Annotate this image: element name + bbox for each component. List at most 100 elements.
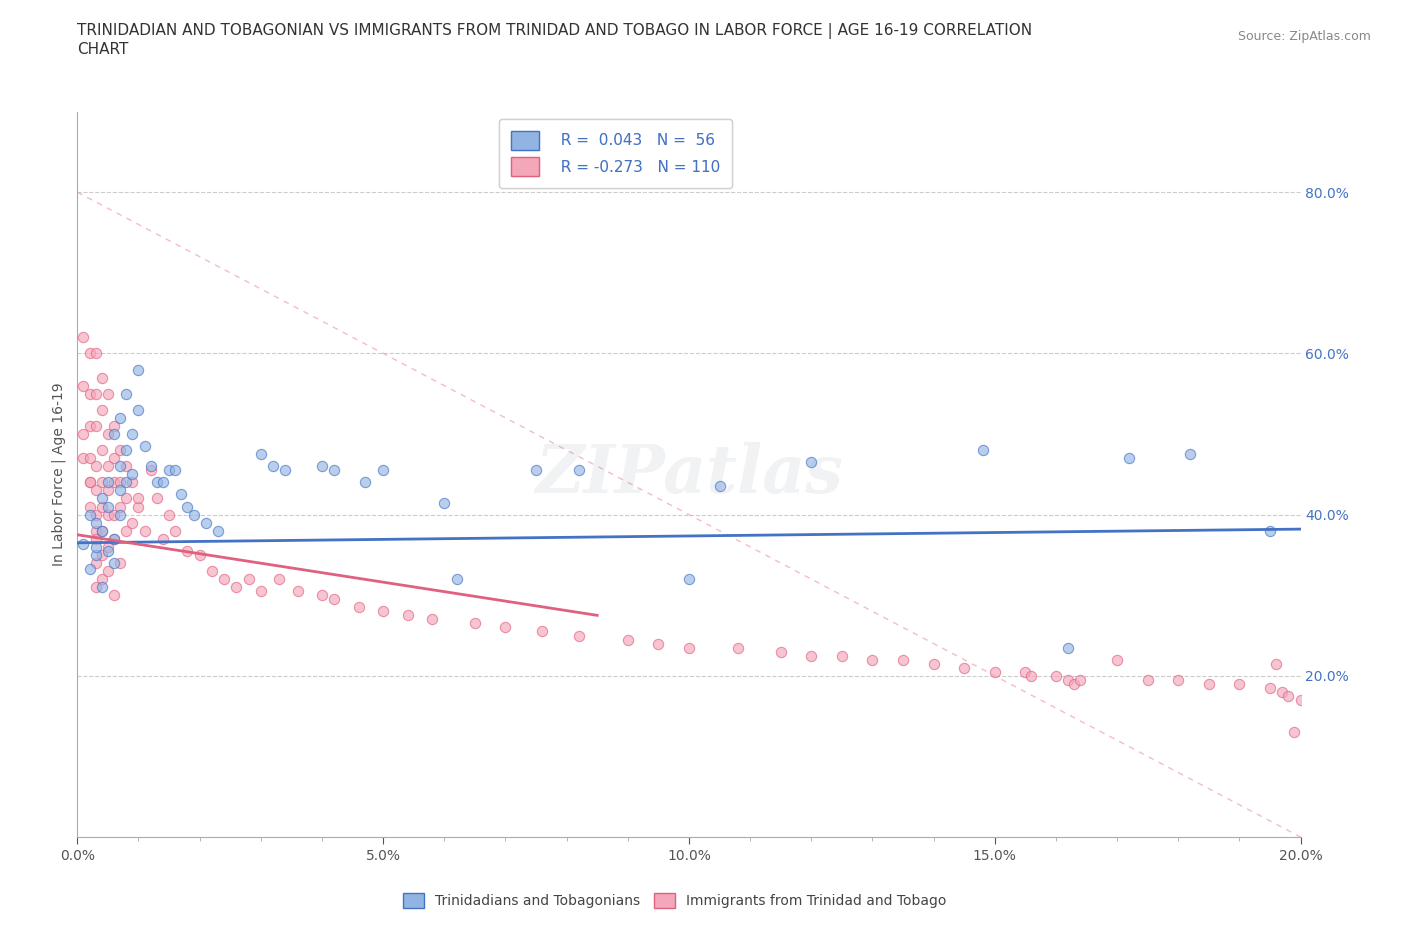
Point [495, 620, 517, 635]
Text: Source: ZipAtlas.com: Source: ZipAtlas.com [1237, 30, 1371, 43]
Point [709, 479, 731, 494]
Point [103, 451, 125, 466]
Point [108, 458, 131, 473]
Point [108, 410, 131, 425]
Point [97, 483, 120, 498]
Point [103, 531, 125, 546]
Point [108, 507, 131, 522]
Point [420, 612, 443, 627]
Point [201, 564, 224, 578]
Point [984, 664, 1007, 679]
Point [347, 600, 370, 615]
Point [891, 652, 914, 667]
Legend:   R =  0.043   N =  56,   R = -0.273   N = 110: R = 0.043 N = 56, R = -0.273 N = 110 [499, 119, 733, 188]
Point [103, 418, 125, 433]
Point [311, 458, 333, 473]
Point [127, 491, 149, 506]
Point [146, 491, 169, 506]
Point [953, 660, 976, 675]
Point [862, 652, 884, 667]
Point [127, 362, 149, 377]
Point [103, 475, 125, 490]
Legend: Trinidadians and Tobagonians, Immigrants from Trinidad and Tobago: Trinidadians and Tobagonians, Immigrants… [398, 888, 952, 914]
Point [108, 555, 131, 570]
Point [115, 386, 138, 401]
Point [1136, 672, 1159, 687]
Point [1118, 451, 1140, 466]
Point [115, 475, 138, 490]
Point [79, 386, 101, 401]
Point [139, 458, 162, 473]
Point [84, 458, 107, 473]
Text: CHART: CHART [77, 42, 129, 57]
Point [72, 427, 94, 442]
Point [79, 346, 101, 361]
Point [115, 458, 138, 473]
Point [1271, 684, 1294, 699]
Point [121, 515, 143, 530]
Point [72, 330, 94, 345]
Point [287, 584, 309, 599]
Point [1258, 524, 1281, 538]
Point [250, 584, 273, 599]
Point [311, 588, 333, 603]
Point [97, 499, 120, 514]
Point [274, 463, 297, 478]
Point [79, 451, 101, 466]
Point [1021, 669, 1043, 684]
Point [1107, 652, 1129, 667]
Point [127, 499, 149, 514]
Point [90, 572, 112, 587]
Point [371, 463, 394, 478]
Point [170, 487, 193, 502]
Point [90, 475, 112, 490]
Point [84, 579, 107, 594]
Point [84, 346, 107, 361]
Point [464, 616, 486, 631]
Point [1265, 657, 1288, 671]
Point [1198, 676, 1220, 691]
Point [262, 458, 284, 473]
Point [1063, 676, 1085, 691]
Point [97, 564, 120, 578]
Point [121, 467, 143, 482]
Point [617, 632, 640, 647]
Point [97, 475, 120, 490]
Point [90, 403, 112, 418]
Text: TRINIDADIAN AND TOBAGONIAN VS IMMIGRANTS FROM TRINIDAD AND TOBAGO IN LABOR FORCE: TRINIDADIAN AND TOBAGONIAN VS IMMIGRANTS… [77, 23, 1032, 39]
Point [79, 499, 101, 514]
Point [127, 403, 149, 418]
Point [568, 628, 591, 643]
Point [84, 483, 107, 498]
Point [146, 475, 169, 490]
Point [84, 539, 107, 554]
Point [1229, 676, 1251, 691]
Point [194, 515, 217, 530]
Point [1045, 669, 1067, 684]
Point [72, 537, 94, 551]
Point [1014, 664, 1036, 679]
Point [152, 531, 174, 546]
Point [800, 648, 823, 663]
Point [115, 443, 138, 458]
Point [84, 386, 107, 401]
Point [524, 463, 547, 478]
Point [647, 636, 669, 651]
Point [1284, 724, 1306, 739]
Point [103, 588, 125, 603]
Point [84, 515, 107, 530]
Point [353, 475, 375, 490]
Point [84, 555, 107, 570]
Point [108, 475, 131, 490]
Point [115, 524, 138, 538]
Point [371, 604, 394, 618]
Point [1069, 672, 1091, 687]
Point [108, 499, 131, 514]
Point [84, 531, 107, 546]
Point [446, 572, 468, 587]
Point [90, 491, 112, 506]
Point [97, 386, 120, 401]
Point [115, 491, 138, 506]
Point [90, 524, 112, 538]
Point [79, 418, 101, 433]
